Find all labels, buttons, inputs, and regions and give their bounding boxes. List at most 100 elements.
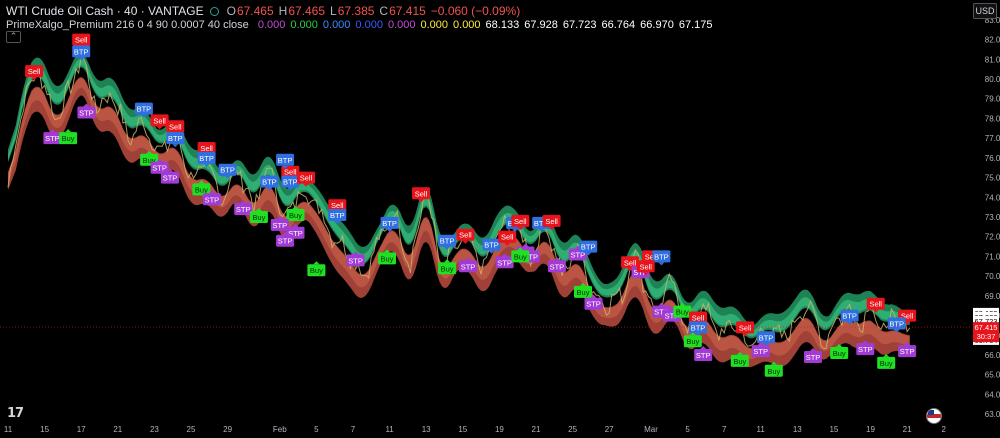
- indicator-value: 0.000: [290, 19, 318, 31]
- signal-text: Buy: [441, 264, 454, 273]
- time-tick: 13: [422, 425, 431, 434]
- signal-text: Buy: [577, 288, 590, 297]
- time-tick: 13: [793, 425, 802, 434]
- signal-sell: Sell: [736, 321, 755, 337]
- signal-text: Sell: [200, 144, 213, 153]
- signal-sell: Sell: [412, 187, 430, 203]
- signal-text: Buy: [310, 266, 323, 275]
- signal-text: STP: [550, 262, 565, 271]
- signal-buy: Buy: [249, 208, 268, 223]
- bull-band: [8, 53, 910, 339]
- signal-buy: Buy: [286, 206, 305, 221]
- signal-buy: Buy: [764, 361, 783, 377]
- indicator-value: 0.000: [257, 19, 286, 31]
- signal-stp: STP: [856, 340, 875, 356]
- close-label: C: [379, 4, 389, 18]
- price-tick: 77.000: [985, 134, 1000, 143]
- signal-stp: STP: [276, 231, 295, 247]
- signal-stp: STP: [234, 200, 253, 216]
- signal-text: BTP: [330, 211, 345, 220]
- time-tick: Mar: [644, 425, 658, 434]
- signal-btp: BTP: [482, 238, 501, 254]
- signal-stp: STP: [346, 251, 365, 267]
- price-tick: 65.000: [985, 371, 1000, 380]
- signal-buy: Buy: [59, 129, 78, 145]
- signal-text: BTP: [74, 47, 89, 56]
- signal-text: STP: [79, 109, 94, 118]
- indicator-value: 66.764: [601, 19, 636, 31]
- signal-text: Sell: [459, 231, 472, 240]
- time-tick: 15: [458, 425, 467, 434]
- signal-text: BTP: [220, 166, 235, 175]
- indicator-value: 0.000: [420, 19, 449, 31]
- time-tick: 19: [495, 425, 504, 434]
- collapse-legend-button[interactable]: ⌃: [6, 31, 21, 43]
- time-tick: 5: [314, 425, 319, 434]
- indicator-value: 0.000: [387, 19, 416, 31]
- signal-buy: Buy: [877, 353, 896, 369]
- signal-btp: BTP: [689, 321, 707, 337]
- signal-btp: BTP: [197, 151, 216, 167]
- change-value: −0.060 (−0.09%): [430, 4, 521, 18]
- signal-btp: BTP: [260, 175, 279, 191]
- signal-text: Sell: [28, 67, 41, 76]
- low-value: 67.385: [337, 4, 375, 18]
- price-tick: 78.000: [985, 114, 1000, 123]
- signal-stp: STP: [270, 215, 289, 231]
- signal-text: STP: [586, 300, 601, 309]
- price-tick: 79.000: [985, 95, 1000, 104]
- price-tick: 64.000: [985, 390, 1000, 399]
- signal-text: STP: [288, 229, 303, 238]
- signal-text: Buy: [676, 308, 689, 317]
- time-tick: 11: [385, 425, 394, 434]
- signal-stp: STP: [202, 190, 221, 206]
- time-axis[interactable]: 11 15 17 21 23 25 29 Feb 5 7 11 13 15 19 21 25 27 Mar 5 7 11…: [4, 425, 947, 434]
- us-flag-icon[interactable]: [926, 408, 942, 424]
- signal-text: BTP: [199, 154, 214, 163]
- signal-text: Buy: [252, 213, 265, 222]
- open-label: O: [226, 4, 236, 18]
- indicator-level-badge: 67.723: [973, 316, 999, 326]
- time-tick: 11: [757, 425, 766, 434]
- signal-text: STP: [654, 308, 669, 317]
- signal-btp: BTP: [579, 240, 598, 256]
- indicator-name[interactable]: PrimeXalgo_Premium 216 0 4 90 0.0007 40 …: [6, 19, 249, 31]
- time-tick: 7: [722, 425, 727, 434]
- signal-btp: BTP: [757, 331, 775, 347]
- indicator-legend[interactable]: PrimeXalgo_Premium 216 0 4 90 0.0007 40 …: [6, 19, 717, 31]
- indicator-value: 66.970: [640, 19, 674, 31]
- signal-text: STP: [45, 134, 60, 143]
- time-tick: 25: [568, 425, 577, 434]
- signal-text: BTP: [440, 237, 455, 246]
- close-value: 67.415: [389, 4, 426, 18]
- signal-text: Sell: [300, 174, 313, 183]
- signal-btp: BTP: [166, 132, 185, 148]
- signal-text: STP: [152, 164, 167, 173]
- price-series: [7, 55, 911, 350]
- signal-text: Buy: [686, 337, 699, 346]
- price-tick: 63.000: [985, 410, 1000, 419]
- price-tick: 73.000: [985, 213, 1000, 222]
- symbol-title[interactable]: WTI Crude Oil Cash · 40 · VANTAGE: [6, 4, 204, 18]
- price-tick: 69.000: [985, 292, 1000, 301]
- signal-btp: BTP: [276, 153, 295, 169]
- price-tick: 70.000: [985, 272, 1000, 281]
- signal-text: BTP: [278, 156, 293, 165]
- market-status-icon: [209, 6, 219, 16]
- signal-text: STP: [523, 252, 538, 261]
- signal-text: STP: [236, 205, 251, 214]
- time-tick: 15: [40, 425, 49, 434]
- signal-sell: Sell: [542, 214, 561, 230]
- symbol-header: WTI Crude Oil Cash · 40 · VANTAGE O 67.46…: [6, 4, 525, 18]
- signal-stp: STP: [77, 103, 96, 119]
- signal-text: Sell: [501, 233, 514, 242]
- signal-text: Sell: [75, 36, 88, 45]
- open-value: 67.465: [236, 4, 274, 18]
- currency-button[interactable]: USD: [973, 3, 997, 19]
- indicator-value: 67.928: [524, 19, 558, 31]
- signal-text: BTP: [283, 178, 298, 187]
- signal-sell: Sell: [150, 114, 169, 130]
- tradingview-logo-icon[interactable]: 17: [7, 406, 24, 421]
